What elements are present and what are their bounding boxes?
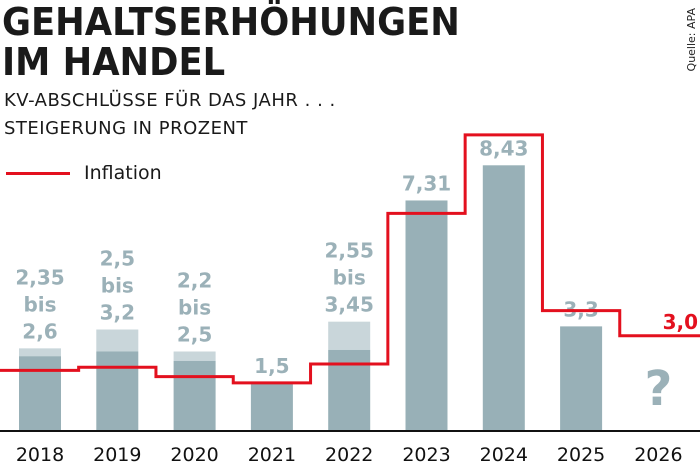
chart-title: GEHALTSERHÖHUNGEN IM HANDEL bbox=[2, 2, 460, 82]
unknown-value-2026: ? bbox=[644, 361, 672, 417]
x-tick-label-2021: 2021 bbox=[248, 444, 296, 465]
legend-inflation-swatch bbox=[6, 171, 70, 175]
bar-range-2019 bbox=[96, 329, 139, 352]
bar-value-label-2019: bis bbox=[101, 274, 134, 298]
bar-value-label-2024: 8,43 bbox=[479, 136, 528, 160]
bar-2025 bbox=[560, 326, 603, 430]
title-line-2: IM HANDEL bbox=[2, 40, 226, 84]
bar-value-label-2020: bis bbox=[178, 296, 211, 320]
bar-2018 bbox=[19, 356, 61, 430]
bar-value-label-2022: bis bbox=[333, 266, 366, 290]
bar-2019 bbox=[96, 351, 139, 430]
x-tick-label-2023: 2023 bbox=[402, 444, 450, 465]
x-tick-label-2019: 2019 bbox=[93, 444, 141, 465]
bar-2023 bbox=[405, 200, 448, 430]
x-tick-label-2024: 2024 bbox=[480, 444, 528, 465]
inflation-line bbox=[0, 133, 700, 385]
bar-range-2018 bbox=[19, 348, 61, 357]
bar-2024 bbox=[482, 165, 525, 430]
subtitle-line-2: STEIGERUNG IN PROZENT bbox=[4, 118, 248, 139]
bar-value-label-2023: 7,31 bbox=[402, 171, 451, 195]
bar-2020 bbox=[173, 360, 216, 430]
x-tick-label-2020: 2020 bbox=[170, 444, 218, 465]
bar-value-label-2018: bis bbox=[23, 292, 56, 316]
legend-inflation-label: Inflation bbox=[84, 162, 162, 184]
bar-value-label-2018: 2,6 bbox=[22, 319, 57, 343]
bar-value-label-2020: 2,2 bbox=[177, 269, 212, 293]
bar-value-label-2019: 2,5 bbox=[100, 247, 135, 271]
bar-value-label-2022: 2,55 bbox=[325, 239, 374, 263]
title-line-1: GEHALTSERHÖHUNGEN bbox=[2, 0, 460, 44]
bar-value-label-2021: 1,5 bbox=[254, 354, 289, 378]
bar-value-label-2022: 3,45 bbox=[325, 293, 374, 317]
subtitle-line-1: KV-ABSCHLÜSSE FÜR DAS JAHR . . . bbox=[4, 90, 336, 111]
bar-range-2020 bbox=[173, 351, 216, 361]
x-tick-label-2025: 2025 bbox=[557, 444, 605, 465]
x-tick-label-2022: 2022 bbox=[325, 444, 373, 465]
bar-value-label-2018: 2,35 bbox=[15, 265, 64, 289]
bar-2021 bbox=[250, 382, 293, 430]
bar-value-label-2019: 3,2 bbox=[100, 301, 135, 325]
legend: Inflation bbox=[6, 162, 162, 184]
bar-2022 bbox=[328, 349, 371, 430]
x-tick-label-2026: 2026 bbox=[634, 444, 682, 465]
bar-range-2022 bbox=[328, 321, 371, 350]
x-tick-label-2018: 2018 bbox=[16, 444, 64, 465]
inflation-value-label-2026: 3,0 bbox=[663, 310, 698, 334]
bar-value-label-2020: 2,5 bbox=[177, 323, 212, 347]
